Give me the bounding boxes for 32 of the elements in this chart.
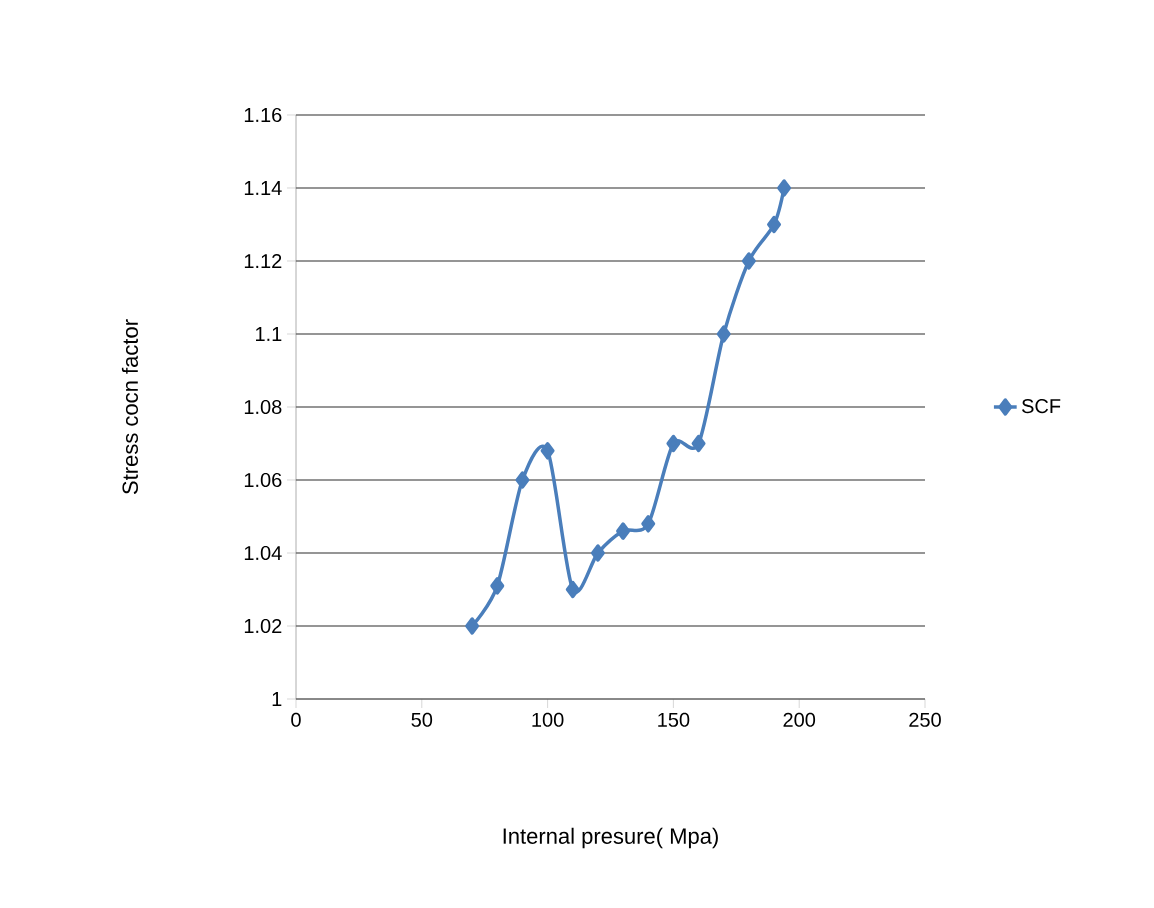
x-tick-label: 50: [411, 712, 433, 727]
point: [565, 580, 580, 599]
point: [777, 179, 792, 197]
x-tick-label: 100: [532, 712, 564, 727]
y-axis-title: Stress cocn factor: [121, 319, 138, 495]
point: [767, 215, 782, 234]
y-tick-label: 1.1: [256, 327, 282, 341]
y-tick-label: 1.12: [244, 254, 282, 268]
x-tick-label: 250: [909, 712, 941, 727]
point: [641, 515, 656, 533]
point: [616, 522, 631, 540]
point: [490, 577, 505, 595]
point: [465, 617, 480, 635]
y-tick-label: 1.06: [244, 472, 282, 488]
y-tick-label: 1: [272, 692, 282, 706]
legend-label: SCF: [1021, 399, 1061, 414]
x-tick-label: 200: [783, 712, 816, 727]
y-tick-label: 1.08: [244, 399, 282, 415]
y-tick-label: 1.14: [244, 181, 282, 195]
point: [540, 442, 555, 460]
x-tick-label: 0: [291, 712, 301, 727]
x-axis-title: Internal presure( Mpa): [503, 827, 718, 849]
y-tick-label: 1.04: [244, 545, 282, 561]
point: [515, 471, 530, 489]
point: [590, 544, 605, 562]
y-tick-label: 1.16: [244, 107, 282, 123]
point: [716, 325, 731, 343]
x-tick-label: 150: [658, 712, 690, 727]
point: [741, 252, 756, 270]
point: [666, 434, 681, 453]
y-tick-label: 1.02: [244, 618, 282, 634]
point: [691, 434, 706, 453]
